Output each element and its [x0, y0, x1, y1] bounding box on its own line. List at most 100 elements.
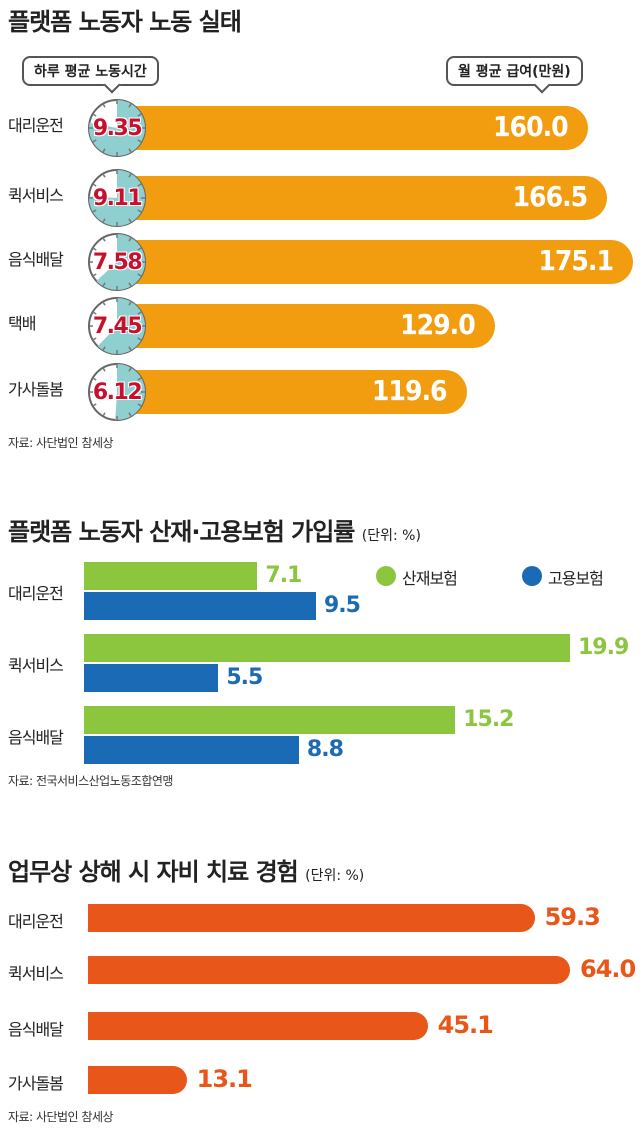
pay-bar [108, 370, 467, 414]
clock-tick [92, 403, 97, 407]
clock-tick [102, 237, 106, 242]
clock-tick [92, 113, 97, 117]
chart1-category-label: 퀵서비스 [8, 186, 64, 205]
employment-bar [84, 664, 219, 692]
chart3-title-text: 업무상 상해 시 자비 치료 경험 [8, 858, 299, 886]
clock-tick [128, 103, 132, 108]
clock-tick [92, 377, 97, 381]
clock-tick [137, 183, 142, 187]
clock-tick [137, 377, 142, 381]
clock-icon [86, 295, 148, 357]
clock-tick [137, 209, 142, 213]
employment-value-label: 8.8 [306, 737, 344, 762]
employment-value-label: 5.5 [226, 665, 263, 690]
chart3-title: 업무상 상해 시 자비 치료 경험 (단위: %) [8, 852, 364, 887]
clock-tick [92, 273, 97, 277]
chart1-category-label: 대리운전 [8, 116, 64, 135]
clock-tick [128, 367, 132, 372]
clock-tick [92, 247, 97, 251]
clock-tick [137, 113, 142, 117]
clock-tick [137, 139, 142, 143]
clock-face [88, 169, 146, 227]
employment-bar [84, 592, 316, 620]
clock-tick [128, 173, 132, 178]
accident-bar [84, 634, 570, 662]
pay-value-label: 166.5 [512, 180, 589, 213]
pay-label-bubble: 월 평균 급여(만원) [446, 56, 583, 86]
legend-employment-label: 고용보험 [548, 569, 604, 588]
clock-face [88, 363, 146, 421]
clock-tick [92, 337, 97, 341]
clock-tick [137, 337, 142, 341]
chart3-unit: (단위: %) [305, 868, 365, 884]
accident-value-label: 19.9 [578, 635, 629, 660]
clock-tick [102, 218, 106, 223]
chart3-category-label: 음식배달 [8, 1020, 64, 1039]
pay-bar [108, 240, 633, 284]
hours-wedge [89, 100, 145, 156]
chart3-source: 자료: 사단법인 참세상 [8, 1110, 114, 1124]
experience-bar [88, 904, 535, 932]
clock-tick [128, 282, 132, 287]
accident-value-label: 15.2 [463, 707, 514, 732]
employment-value-label: 9.5 [324, 593, 361, 618]
hours-value-label: 9.35 [92, 116, 143, 141]
experience-bar [88, 1066, 187, 1094]
hours-wedge [115, 364, 145, 420]
chart2-source: 자료: 전국서비스산업노동조합연맹 [8, 774, 173, 788]
hours-value-label: 7.58 [92, 250, 143, 275]
accident-bar [84, 706, 456, 734]
clock-tick [102, 282, 106, 287]
chart2-category-label: 음식배달 [8, 728, 64, 747]
clock-tick [102, 412, 106, 417]
pay-value-label: 129.0 [400, 308, 476, 341]
experience-value-label: 59.3 [544, 903, 601, 931]
accident-bar [84, 562, 258, 590]
chart1-category-label: 가사돌봄 [8, 380, 64, 399]
clock-icon [86, 231, 148, 293]
pay-bar [108, 304, 495, 348]
legend-accident-dot [376, 566, 396, 586]
hours-wedge [96, 234, 145, 290]
hours-value-label: 6.12 [92, 380, 143, 405]
clock-tick [128, 237, 132, 242]
clock-tick [137, 311, 142, 315]
clock-tick [102, 367, 106, 372]
clock-tick [102, 103, 106, 108]
chart2-category-label: 퀵서비스 [8, 656, 64, 675]
clock-tick [128, 301, 132, 306]
clock-tick [102, 301, 106, 306]
clock-tick [137, 273, 142, 277]
clock-tick [128, 412, 132, 417]
pay-value-label: 119.6 [371, 374, 448, 407]
hours-value-label: 7.45 [92, 314, 143, 339]
clock-icon [86, 167, 148, 229]
hours-value-label: 9.11 [92, 186, 143, 211]
chart1-category-label: 음식배달 [8, 250, 64, 269]
clock-tick [137, 247, 142, 251]
chart2-category-label: 대리운전 [8, 584, 64, 603]
chart3-category-label: 퀵서비스 [8, 964, 64, 983]
clock-tick [128, 346, 132, 351]
experience-value-label: 13.1 [196, 1065, 253, 1093]
chart1-category-label: 택배 [8, 314, 36, 333]
chart2-unit: (단위: %) [361, 528, 421, 544]
clock-tick [92, 183, 97, 187]
clock-tick [92, 139, 97, 143]
hours-wedge [89, 170, 145, 226]
clock-tick [128, 218, 132, 223]
clock-tick [102, 148, 106, 153]
chart2-title-text: 플랫폼 노동자 산재·고용보험 가입률 [8, 518, 355, 546]
clock-icon [86, 361, 148, 423]
chart1-source: 자료: 사단법인 참세상 [8, 436, 114, 450]
employment-bar [84, 736, 299, 764]
clock-icon [86, 97, 148, 159]
chart2-title: 플랫폼 노동자 산재·고용보험 가입률 (단위: %) [8, 512, 421, 547]
chart3-category-label: 가사돌봄 [8, 1074, 64, 1093]
experience-bar [88, 956, 570, 984]
hours-wedge [97, 298, 145, 354]
experience-bar [88, 1012, 428, 1040]
clock-face [88, 99, 146, 157]
hours-label-bubble: 하루 평균 노동시간 [22, 56, 159, 86]
clock-face [88, 233, 146, 291]
